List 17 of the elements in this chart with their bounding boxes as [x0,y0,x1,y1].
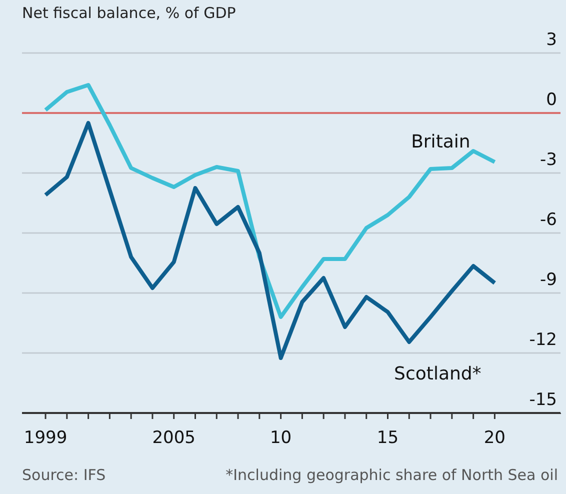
x-tick-label: 15 [376,428,399,448]
text: *Including geographic share of North Sea oil [226,466,558,484]
y-tick-label: -3 [540,150,557,170]
y-tick-label: -12 [529,330,557,350]
y-tick-label: 3 [546,30,557,50]
x-tick-label: 10 [270,428,292,448]
series-label: Scotland* [394,364,482,384]
series-label: Britain [411,132,470,152]
chart-title: Net fiscal balance, % of GDP [22,4,236,22]
y-tick-label: -9 [540,270,557,290]
x-tick-label: 2005 [152,428,196,448]
x-tick-label: 1999 [24,428,68,448]
y-tick-label: -6 [540,210,557,230]
source-note: Source: IFS [22,466,106,484]
y-tick-label: -15 [529,390,557,410]
y-tick-label: 0 [546,90,557,110]
x-tick-label: 20 [484,428,506,448]
